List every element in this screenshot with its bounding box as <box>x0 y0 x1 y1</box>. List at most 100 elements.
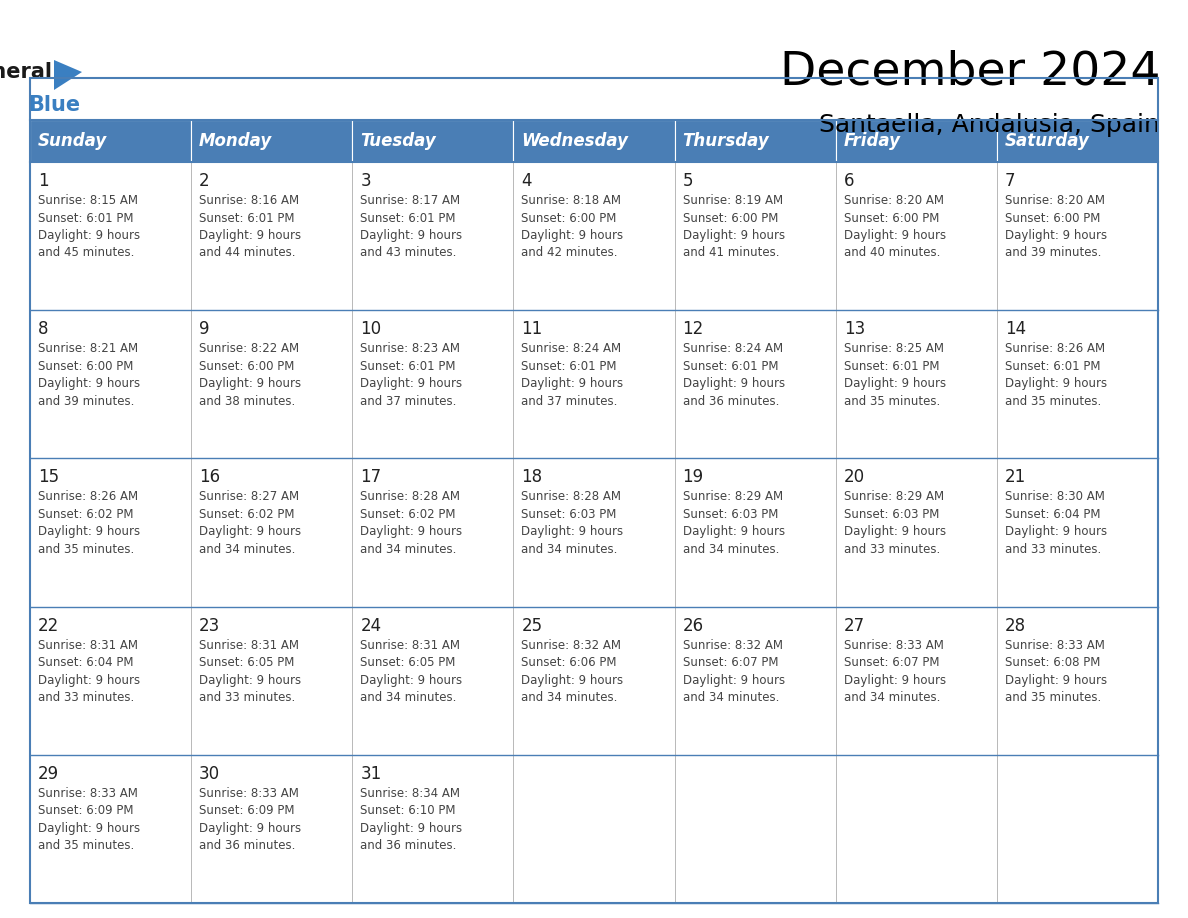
Bar <box>30 755 191 903</box>
Text: 26: 26 <box>683 617 703 634</box>
Text: and 33 minutes.: and 33 minutes. <box>1005 543 1101 556</box>
Text: Sunrise: 8:32 AM: Sunrise: 8:32 AM <box>683 639 783 652</box>
Text: 18: 18 <box>522 468 543 487</box>
Text: 23: 23 <box>200 617 221 634</box>
Text: and 39 minutes.: and 39 minutes. <box>1005 247 1101 260</box>
Bar <box>30 120 191 162</box>
Polygon shape <box>53 60 82 90</box>
Text: Daylight: 9 hours: Daylight: 9 hours <box>522 674 624 687</box>
Text: Sunset: 6:02 PM: Sunset: 6:02 PM <box>200 508 295 521</box>
Text: Sunset: 6:00 PM: Sunset: 6:00 PM <box>38 360 133 373</box>
Text: Sunrise: 8:18 AM: Sunrise: 8:18 AM <box>522 194 621 207</box>
Text: 30: 30 <box>200 765 220 783</box>
Bar <box>675 162 835 310</box>
Text: and 37 minutes.: and 37 minutes. <box>522 395 618 408</box>
Text: 16: 16 <box>200 468 220 487</box>
Text: 2: 2 <box>200 172 210 190</box>
Text: 14: 14 <box>1005 320 1026 338</box>
Text: Daylight: 9 hours: Daylight: 9 hours <box>522 229 624 242</box>
Text: December 2024: December 2024 <box>779 50 1159 95</box>
Text: Sunset: 6:05 PM: Sunset: 6:05 PM <box>200 656 295 669</box>
Bar <box>30 310 191 458</box>
Text: and 34 minutes.: and 34 minutes. <box>683 543 779 556</box>
Bar <box>675 607 835 755</box>
Text: 9: 9 <box>200 320 209 338</box>
Text: 31: 31 <box>360 765 381 783</box>
Text: Sunset: 6:06 PM: Sunset: 6:06 PM <box>522 656 617 669</box>
Text: and 36 minutes.: and 36 minutes. <box>683 395 779 408</box>
Text: 4: 4 <box>522 172 532 190</box>
Bar <box>353 755 513 903</box>
Text: Sunset: 6:08 PM: Sunset: 6:08 PM <box>1005 656 1100 669</box>
Bar <box>513 162 675 310</box>
Text: Daylight: 9 hours: Daylight: 9 hours <box>200 674 302 687</box>
Bar <box>513 120 675 162</box>
Text: and 44 minutes.: and 44 minutes. <box>200 247 296 260</box>
Bar <box>191 120 353 162</box>
Text: Daylight: 9 hours: Daylight: 9 hours <box>683 525 785 538</box>
Bar <box>835 120 997 162</box>
Bar <box>191 458 353 607</box>
Text: and 36 minutes.: and 36 minutes. <box>360 839 456 852</box>
Text: Wednesday: Wednesday <box>522 132 628 150</box>
Text: and 42 minutes.: and 42 minutes. <box>522 247 618 260</box>
Text: Daylight: 9 hours: Daylight: 9 hours <box>360 674 462 687</box>
Text: Daylight: 9 hours: Daylight: 9 hours <box>1005 229 1107 242</box>
Text: Sunset: 6:01 PM: Sunset: 6:01 PM <box>200 211 295 225</box>
Bar <box>191 162 353 310</box>
Text: Daylight: 9 hours: Daylight: 9 hours <box>843 674 946 687</box>
Bar <box>675 458 835 607</box>
Text: Daylight: 9 hours: Daylight: 9 hours <box>360 822 462 834</box>
Text: Daylight: 9 hours: Daylight: 9 hours <box>38 377 140 390</box>
Text: Sunset: 6:00 PM: Sunset: 6:00 PM <box>683 211 778 225</box>
Bar <box>997 458 1158 607</box>
Text: and 34 minutes.: and 34 minutes. <box>843 691 940 704</box>
Text: Sunset: 6:01 PM: Sunset: 6:01 PM <box>360 360 456 373</box>
Bar <box>30 607 191 755</box>
Text: and 36 minutes.: and 36 minutes. <box>200 839 296 852</box>
Text: Daylight: 9 hours: Daylight: 9 hours <box>360 525 462 538</box>
Text: Daylight: 9 hours: Daylight: 9 hours <box>38 525 140 538</box>
Text: and 35 minutes.: and 35 minutes. <box>38 839 134 852</box>
Text: Daylight: 9 hours: Daylight: 9 hours <box>200 377 302 390</box>
Text: Daylight: 9 hours: Daylight: 9 hours <box>843 525 946 538</box>
Text: Sunrise: 8:23 AM: Sunrise: 8:23 AM <box>360 342 460 355</box>
Text: 7: 7 <box>1005 172 1016 190</box>
Text: Sunset: 6:03 PM: Sunset: 6:03 PM <box>843 508 939 521</box>
Text: Sunset: 6:01 PM: Sunset: 6:01 PM <box>522 360 617 373</box>
Text: Sunset: 6:00 PM: Sunset: 6:00 PM <box>522 211 617 225</box>
Text: Sunrise: 8:21 AM: Sunrise: 8:21 AM <box>38 342 138 355</box>
Bar <box>835 755 997 903</box>
Text: and 34 minutes.: and 34 minutes. <box>360 543 456 556</box>
Text: 22: 22 <box>38 617 59 634</box>
Text: Daylight: 9 hours: Daylight: 9 hours <box>200 525 302 538</box>
Text: and 33 minutes.: and 33 minutes. <box>843 543 940 556</box>
Text: Sunrise: 8:27 AM: Sunrise: 8:27 AM <box>200 490 299 503</box>
Text: Sunrise: 8:17 AM: Sunrise: 8:17 AM <box>360 194 461 207</box>
Text: Sunrise: 8:29 AM: Sunrise: 8:29 AM <box>683 490 783 503</box>
Text: Daylight: 9 hours: Daylight: 9 hours <box>522 525 624 538</box>
Text: and 35 minutes.: and 35 minutes. <box>1005 691 1101 704</box>
Text: Sunset: 6:03 PM: Sunset: 6:03 PM <box>522 508 617 521</box>
Bar <box>30 162 191 310</box>
Text: Daylight: 9 hours: Daylight: 9 hours <box>360 377 462 390</box>
Text: and 34 minutes.: and 34 minutes. <box>522 691 618 704</box>
Text: Sunrise: 8:24 AM: Sunrise: 8:24 AM <box>683 342 783 355</box>
Text: Sunrise: 8:33 AM: Sunrise: 8:33 AM <box>843 639 943 652</box>
Text: Daylight: 9 hours: Daylight: 9 hours <box>683 377 785 390</box>
Text: and 45 minutes.: and 45 minutes. <box>38 247 134 260</box>
Text: Daylight: 9 hours: Daylight: 9 hours <box>683 674 785 687</box>
Text: Tuesday: Tuesday <box>360 132 436 150</box>
Text: 5: 5 <box>683 172 693 190</box>
Bar <box>997 162 1158 310</box>
Text: 24: 24 <box>360 617 381 634</box>
Text: and 33 minutes.: and 33 minutes. <box>38 691 134 704</box>
Bar <box>675 120 835 162</box>
Text: Sunrise: 8:31 AM: Sunrise: 8:31 AM <box>200 639 299 652</box>
Text: Daylight: 9 hours: Daylight: 9 hours <box>1005 525 1107 538</box>
Text: Sunrise: 8:25 AM: Sunrise: 8:25 AM <box>843 342 943 355</box>
Text: Sunset: 6:04 PM: Sunset: 6:04 PM <box>1005 508 1100 521</box>
Text: Blue: Blue <box>27 95 80 115</box>
Text: 13: 13 <box>843 320 865 338</box>
Text: Sunset: 6:05 PM: Sunset: 6:05 PM <box>360 656 456 669</box>
